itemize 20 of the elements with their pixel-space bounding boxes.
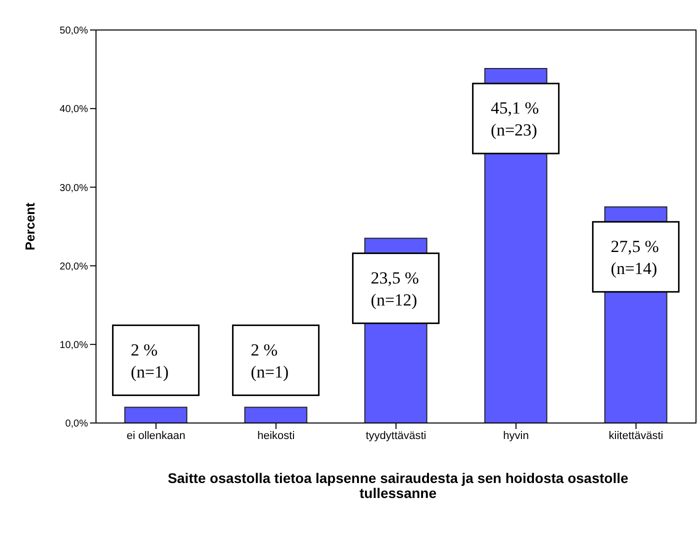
- data-label: 23,5 % (n=12): [370, 268, 419, 310]
- x-tick-label: heikosti: [257, 430, 295, 442]
- x-axis-title: Saitte osastolla tietoa lapsenne sairaudesta ja sen hoidosta osastolle tullessanne: [166, 470, 630, 501]
- data-label: 27,5 % (n=14): [610, 236, 659, 278]
- bar: [244, 406, 308, 423]
- y-tick-label: 40,0%: [60, 104, 88, 116]
- data-label: 2 % (n=1): [130, 340, 169, 382]
- data-label: 2 % (n=1): [250, 340, 289, 382]
- x-tick-label: tyydyttävästi: [366, 430, 426, 442]
- x-tick-label: ei ollenkaan: [126, 430, 186, 442]
- y-tick-label: 50,0%: [60, 26, 88, 37]
- x-tick-label: hyvin: [503, 430, 529, 442]
- data-label: 45,1 % (n=23): [490, 98, 539, 140]
- x-tick-label: kiitettävästi: [608, 430, 664, 442]
- y-tick-label: 0,0%: [65, 418, 88, 430]
- bar: [124, 406, 188, 423]
- y-tick-label: 20,0%: [60, 261, 88, 272]
- y-axis-title: Percent: [22, 202, 38, 250]
- y-tick-label: 10,0%: [60, 340, 88, 351]
- y-tick-label: 30,0%: [60, 182, 88, 194]
